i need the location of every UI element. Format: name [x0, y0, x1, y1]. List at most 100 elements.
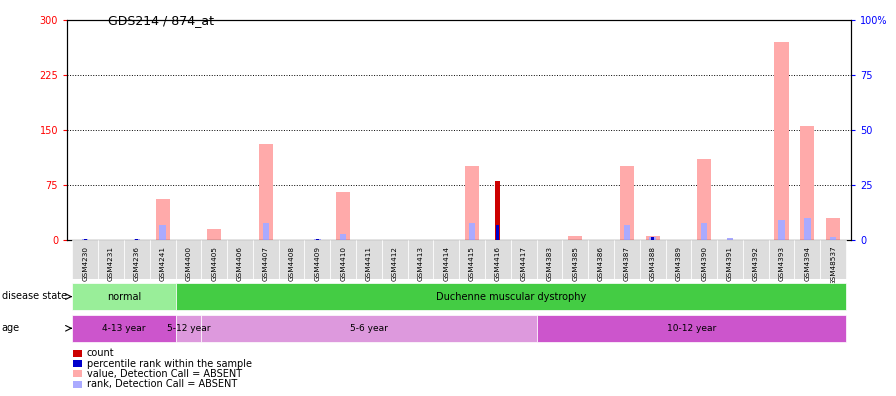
Bar [692, 240, 717, 279]
Bar [743, 240, 769, 279]
Text: GSM4406: GSM4406 [237, 246, 243, 280]
Text: GSM4393: GSM4393 [779, 246, 785, 280]
Bar [568, 236, 582, 240]
Text: Duchenne muscular dystrophy: Duchenne muscular dystrophy [435, 291, 586, 302]
Bar [826, 217, 840, 240]
Text: GSM4385: GSM4385 [573, 246, 578, 280]
Bar [340, 234, 347, 240]
Bar [176, 240, 202, 279]
Bar [469, 223, 475, 240]
Bar [537, 314, 846, 342]
Text: GSM4415: GSM4415 [470, 246, 475, 280]
Text: 4-13 year: 4-13 year [102, 324, 146, 333]
Bar [511, 240, 537, 279]
Text: disease state: disease state [2, 291, 67, 301]
Bar [253, 240, 279, 279]
Text: GSM4409: GSM4409 [314, 246, 321, 280]
Bar [701, 223, 707, 240]
Bar [356, 240, 382, 279]
Bar [666, 240, 692, 279]
Bar [830, 237, 836, 240]
Bar [650, 237, 656, 240]
Text: GSM4413: GSM4413 [418, 246, 424, 280]
Bar [588, 240, 614, 279]
Text: 10-12 year: 10-12 year [667, 324, 716, 333]
Bar [259, 144, 273, 240]
Bar [314, 239, 321, 240]
Text: normal: normal [107, 291, 141, 302]
Bar [459, 240, 485, 279]
Text: GSM4236: GSM4236 [134, 246, 140, 280]
Text: GSM4405: GSM4405 [211, 246, 217, 280]
Text: GSM4391: GSM4391 [727, 246, 733, 280]
Bar [124, 240, 150, 279]
Text: GDS214 / 874_at: GDS214 / 874_at [108, 14, 213, 27]
Bar [227, 240, 253, 279]
Bar [279, 240, 305, 279]
Text: GSM4400: GSM4400 [185, 246, 192, 280]
Bar [640, 240, 666, 279]
Bar [83, 239, 87, 240]
Bar [495, 181, 500, 240]
Bar [795, 240, 820, 279]
Bar [176, 314, 202, 342]
Text: age: age [2, 323, 20, 333]
Bar [263, 223, 269, 240]
Text: count: count [87, 348, 115, 358]
Text: GSM4411: GSM4411 [366, 246, 372, 280]
Bar [73, 283, 176, 310]
Text: GSM4394: GSM4394 [805, 246, 810, 280]
Bar [202, 240, 227, 279]
Bar [563, 240, 588, 279]
Bar [800, 126, 814, 240]
Text: rank, Detection Call = ABSENT: rank, Detection Call = ABSENT [87, 379, 237, 389]
Bar [305, 240, 331, 279]
Bar [82, 239, 89, 240]
Text: GSM4416: GSM4416 [495, 246, 501, 280]
Text: GSM4407: GSM4407 [263, 246, 269, 280]
Bar [134, 239, 140, 240]
Bar [159, 225, 166, 240]
Text: percentile rank within the sample: percentile rank within the sample [87, 358, 252, 369]
Bar [150, 240, 176, 279]
Text: GSM4386: GSM4386 [598, 246, 604, 280]
Text: value, Detection Call = ABSENT: value, Detection Call = ABSENT [87, 369, 242, 379]
Text: GSM4383: GSM4383 [547, 246, 553, 280]
Text: 5-6 year: 5-6 year [350, 324, 388, 333]
Bar [620, 166, 634, 240]
Bar [336, 192, 350, 240]
Bar [99, 240, 124, 279]
Bar [176, 283, 846, 310]
Bar [207, 228, 221, 240]
Bar [382, 240, 408, 279]
Text: GSM48537: GSM48537 [831, 246, 836, 285]
Text: GSM4231: GSM4231 [108, 246, 114, 280]
Text: GSM4388: GSM4388 [650, 246, 656, 280]
Text: GSM4241: GSM4241 [159, 246, 166, 280]
Bar [434, 240, 459, 279]
Bar [156, 199, 169, 240]
Bar [485, 240, 511, 279]
Bar [820, 240, 846, 279]
Bar [408, 240, 434, 279]
Bar [73, 240, 99, 279]
Text: GSM4417: GSM4417 [521, 246, 527, 280]
Text: GSM4387: GSM4387 [624, 246, 630, 280]
Bar [73, 314, 176, 342]
Text: 5-12 year: 5-12 year [167, 324, 211, 333]
Text: GSM4410: GSM4410 [340, 246, 346, 280]
Bar [202, 314, 537, 342]
Bar [774, 42, 788, 240]
Bar [697, 159, 711, 240]
Bar [717, 240, 743, 279]
Bar [537, 240, 563, 279]
Text: GSM4412: GSM4412 [392, 246, 398, 280]
Bar [645, 236, 659, 240]
Text: GSM4408: GSM4408 [289, 246, 295, 280]
Bar [331, 240, 356, 279]
Text: GSM4230: GSM4230 [82, 246, 88, 280]
Bar [135, 239, 138, 240]
Bar [651, 237, 654, 240]
Text: GSM4392: GSM4392 [753, 246, 759, 280]
Bar [496, 225, 499, 240]
